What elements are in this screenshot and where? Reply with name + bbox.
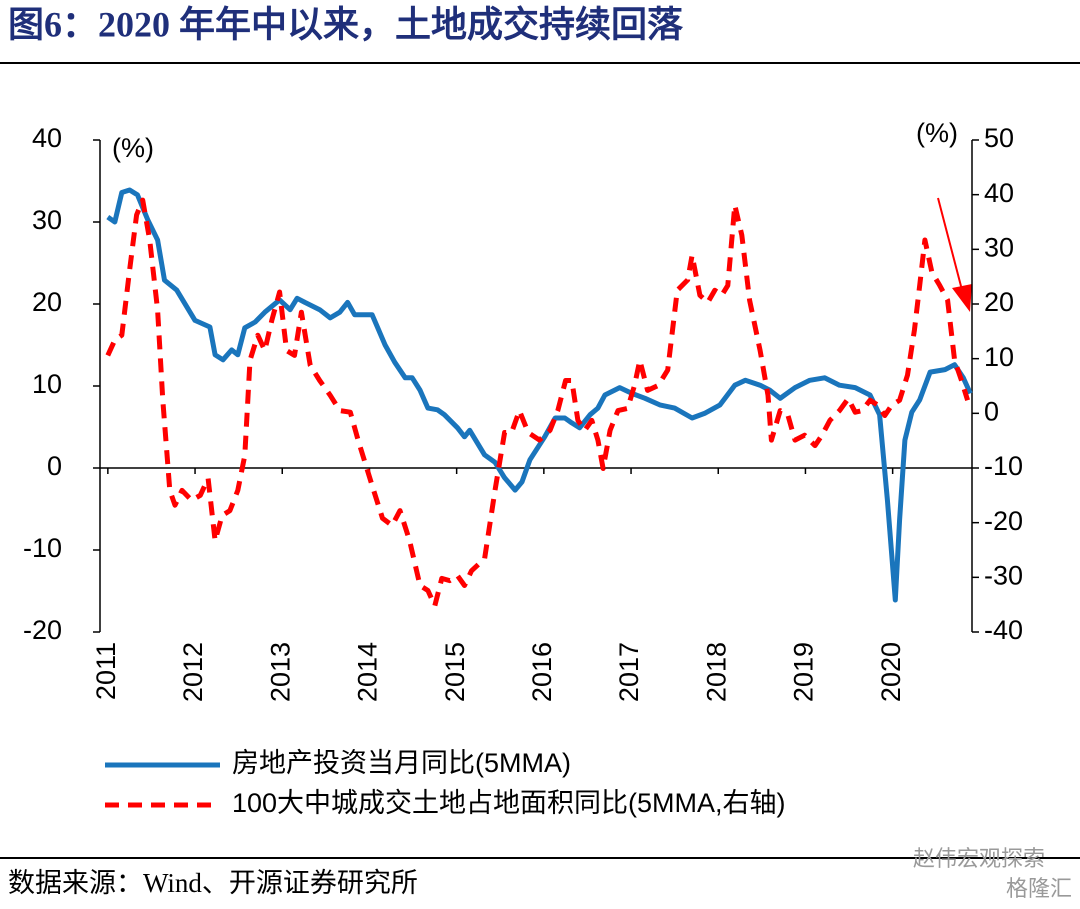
y-tick-label: -20 xyxy=(23,615,62,645)
y-axis-label: (%) xyxy=(112,133,154,163)
x-tick-label: 2013 xyxy=(265,642,295,702)
y-tick-label: 10 xyxy=(32,369,62,399)
annotation-arrow xyxy=(937,197,963,291)
x-tick-label: 2020 xyxy=(876,642,906,702)
y2-tick-label: 0 xyxy=(984,396,999,426)
y2-tick-label: 40 xyxy=(984,178,1014,208)
y2-tick-label: -20 xyxy=(984,506,1023,536)
y-tick-label: 0 xyxy=(47,451,62,481)
x-tick-label: 2017 xyxy=(614,642,644,702)
y2-axis-label: (%) xyxy=(916,118,958,148)
y2-tick-label: 10 xyxy=(984,342,1014,372)
y-tick-label: 20 xyxy=(32,287,62,317)
y-tick-label: -10 xyxy=(23,533,62,563)
x-tick-label: 2012 xyxy=(178,642,208,702)
x-tick-label: 2014 xyxy=(353,642,383,702)
y-tick-label: 30 xyxy=(32,205,62,235)
legend-label: 房地产投资当月同比(5MMA) xyxy=(232,748,571,778)
x-tick-label: 2018 xyxy=(701,642,731,702)
watermark: 赵伟宏观探索 xyxy=(913,846,1045,871)
x-tick-label: 2011 xyxy=(91,642,121,700)
y2-tick-label: -10 xyxy=(984,451,1023,481)
source: 数据来源：Wind、开源证券研究所 xyxy=(8,868,418,898)
y2-tick-label: 30 xyxy=(984,232,1014,262)
legend-label: 100大中城成交土地占地面积同比(5MMA,右轴) xyxy=(232,788,786,818)
series-line xyxy=(105,197,970,609)
y2-tick-label: 50 xyxy=(984,123,1014,153)
y-tick-label: 40 xyxy=(32,123,62,153)
y2-tick-label: -40 xyxy=(984,615,1023,645)
annotation-arrowhead xyxy=(952,284,972,312)
y2-tick-label: 20 xyxy=(984,287,1014,317)
y2-tick-label: -30 xyxy=(984,560,1023,590)
x-tick-label: 2019 xyxy=(789,642,819,702)
x-tick-label: 2015 xyxy=(440,642,470,702)
x-tick-label: 2016 xyxy=(527,642,557,702)
watermark: 格隆汇 xyxy=(1006,876,1072,901)
chart-title: 图6：2020 年年中以来，土地成交持续回落 xyxy=(8,3,684,44)
series-line xyxy=(106,187,973,603)
